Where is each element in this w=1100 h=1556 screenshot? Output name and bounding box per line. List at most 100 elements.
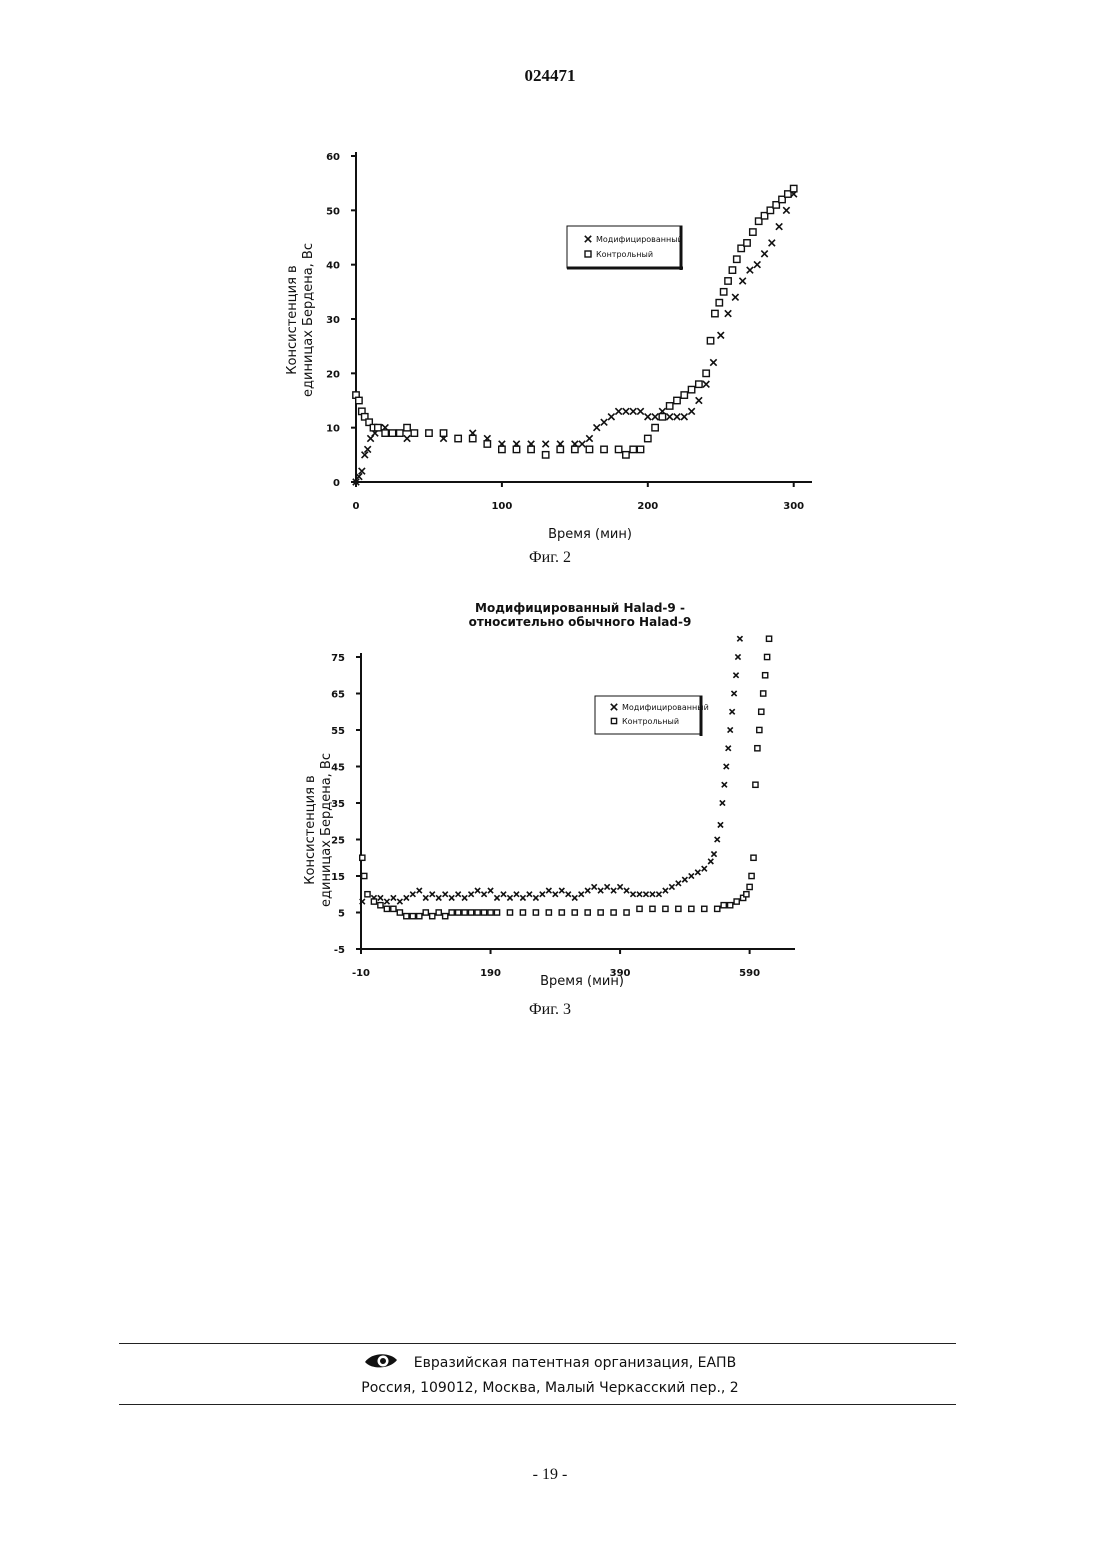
fig3-data-point xyxy=(731,691,736,696)
fig3-data-point xyxy=(494,910,499,915)
fig2-data-point xyxy=(356,473,362,479)
fig3-data-point xyxy=(637,892,642,897)
fig2-y-tick-label: 20 xyxy=(326,369,340,380)
fig3-data-point xyxy=(404,914,409,919)
fig2-y-tick-label: 60 xyxy=(326,152,340,163)
fig2-data-point xyxy=(586,435,592,441)
fig2-data-point xyxy=(362,452,368,458)
fig2-data-point xyxy=(703,381,709,387)
fig3-data-point xyxy=(724,764,729,769)
fig2-data-point xyxy=(359,408,365,414)
fig2-data-point xyxy=(359,468,365,474)
fig3-data-point xyxy=(384,906,389,911)
fig3-data-point xyxy=(410,914,415,919)
fig2-data-point xyxy=(707,338,713,344)
fig2-data-point xyxy=(783,207,789,213)
fig3-data-point xyxy=(378,895,383,900)
fig2-data-point xyxy=(364,446,370,452)
fig2-data-point xyxy=(557,446,563,452)
fig2-data-point xyxy=(426,430,432,436)
fig3-data-point xyxy=(572,895,577,900)
fig2-data-point xyxy=(776,223,782,229)
fig2-data-point xyxy=(630,446,636,452)
fig2-data-point xyxy=(791,191,797,197)
fig2-data-point xyxy=(579,441,585,447)
fig2-data-point xyxy=(572,441,578,447)
fig2-y-tick-label: 10 xyxy=(326,424,340,435)
fig3-data-point xyxy=(650,892,655,897)
figure-3-caption: Фиг. 3 xyxy=(0,1001,1100,1019)
fig3-data-point xyxy=(371,899,376,904)
fig3-x-tick-label: 390 xyxy=(610,968,631,979)
fig3-data-point xyxy=(689,873,694,878)
fig3-data-point xyxy=(559,888,564,893)
figure-3-points xyxy=(360,636,772,919)
fig3-data-point xyxy=(721,903,726,908)
fig3-data-point xyxy=(360,855,365,860)
fig3-data-point xyxy=(430,914,435,919)
fig3-data-point xyxy=(733,673,738,678)
fig3-data-point xyxy=(676,881,681,886)
fig2-data-point xyxy=(725,310,731,316)
document-number: 024471 xyxy=(0,66,1100,86)
fig3-y-tick-label: 55 xyxy=(331,726,345,737)
fig2-data-point xyxy=(586,446,592,452)
fig2-data-point xyxy=(382,424,388,430)
fig3-data-point xyxy=(507,910,512,915)
fig3-data-point xyxy=(494,895,499,900)
page-number: - 19 - xyxy=(0,1466,1100,1484)
fig2-data-point xyxy=(411,430,417,436)
fig2-data-point xyxy=(750,229,756,235)
fig2-data-point xyxy=(785,191,791,197)
fig3-data-point xyxy=(757,727,762,732)
fig3-data-point xyxy=(507,895,512,900)
fig2-data-point xyxy=(688,386,694,392)
fig3-data-point xyxy=(630,892,635,897)
fig2-data-point xyxy=(761,213,767,219)
fig3-data-point xyxy=(404,895,409,900)
figure-3-legend-label-0: Модифицированный xyxy=(622,703,709,712)
fig2-y-tick-label: 50 xyxy=(326,206,340,217)
fig3-data-point xyxy=(656,892,661,897)
fig2-data-point xyxy=(470,430,476,436)
fig3-data-point xyxy=(520,910,525,915)
footer-organization-name: Евразийская патентная организация, ЕАПВ xyxy=(414,1355,736,1371)
fig2-data-point xyxy=(375,424,381,430)
fig3-data-point xyxy=(501,892,506,897)
figure-2-caption: Фиг. 2 xyxy=(0,549,1100,567)
fig2-data-point xyxy=(389,430,395,436)
fig2-data-point xyxy=(455,435,461,441)
figure-2-legend-label-1: Контрольный xyxy=(596,250,653,259)
fig3-data-point xyxy=(715,837,720,842)
fig3-data-point xyxy=(397,899,402,904)
fig3-data-point xyxy=(735,654,740,659)
figure-3-legend-square-marker xyxy=(611,718,616,723)
fig3-y-tick-label: 15 xyxy=(331,872,345,883)
fig3-data-point xyxy=(546,888,551,893)
fig3-data-point xyxy=(624,888,629,893)
fig3-x-tick-label: 590 xyxy=(739,968,760,979)
fig3-data-point xyxy=(689,906,694,911)
figure-3-xlabel: Время (мин) xyxy=(540,974,624,989)
fig3-data-point xyxy=(469,892,474,897)
fig3-data-point xyxy=(726,746,731,751)
fig3-data-point xyxy=(456,892,461,897)
figure-2-xlabel: Время (мин) xyxy=(548,527,632,542)
fig3-data-point xyxy=(765,654,770,659)
fig2-data-point xyxy=(754,261,760,267)
fig2-data-point xyxy=(557,441,563,447)
fig3-data-point xyxy=(417,888,422,893)
fig3-data-point xyxy=(520,895,525,900)
fig3-data-point xyxy=(737,636,742,641)
fig2-data-point xyxy=(739,278,745,284)
fig2-data-point xyxy=(696,381,702,387)
fig3-data-point xyxy=(663,888,668,893)
fig3-x-tick-label: 190 xyxy=(480,968,501,979)
fig3-y-tick-label: 25 xyxy=(331,836,345,847)
fig2-data-point xyxy=(623,452,629,458)
figure-2-legend-square-marker xyxy=(585,251,591,257)
fig2-data-point xyxy=(637,408,643,414)
fig2-data-point xyxy=(674,397,680,403)
fig2-data-point xyxy=(528,446,534,452)
